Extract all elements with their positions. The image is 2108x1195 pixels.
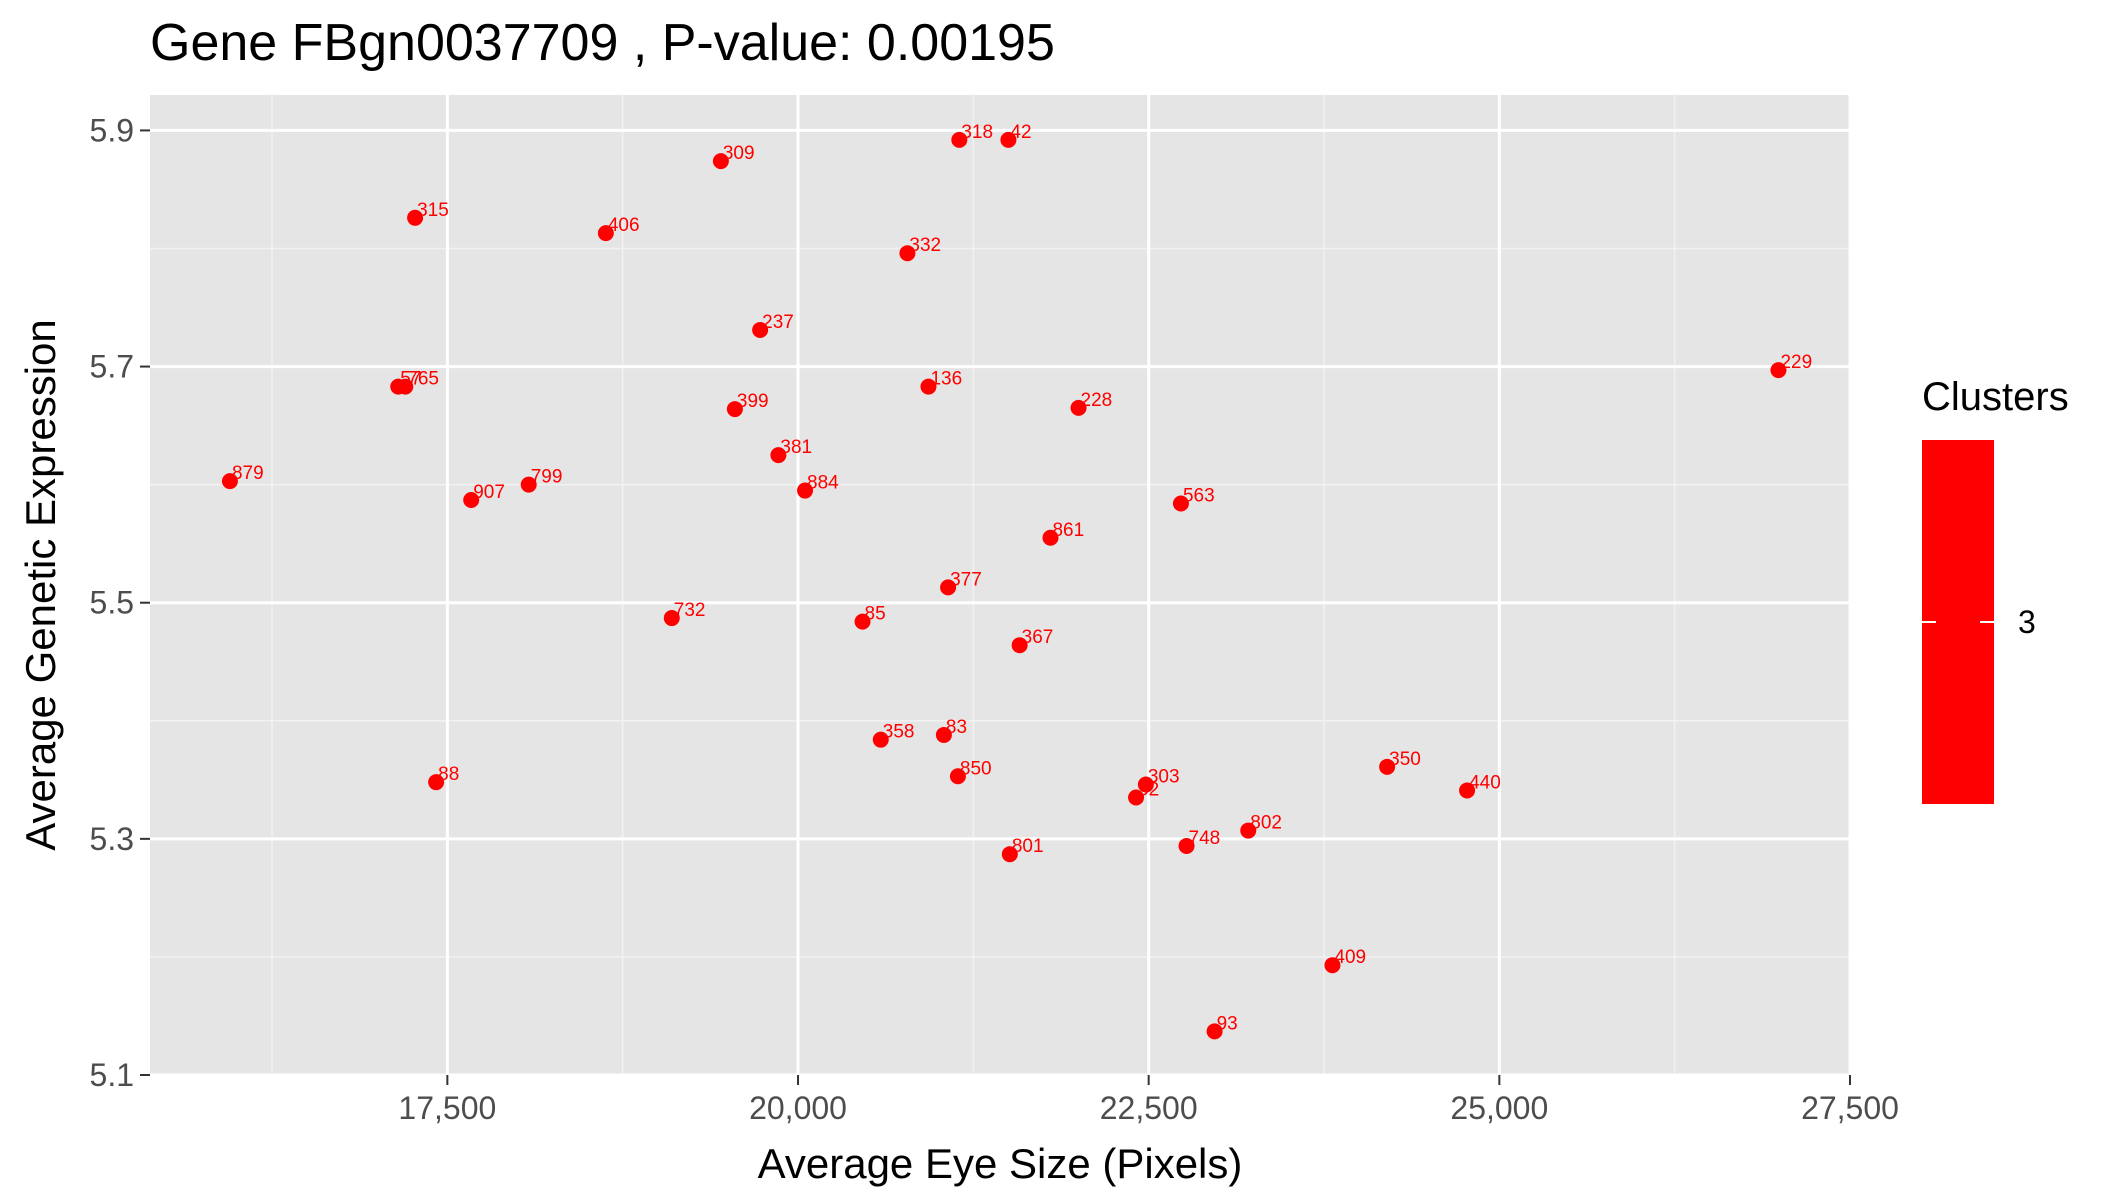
plot-panel: [150, 95, 1850, 1075]
data-point: [726, 401, 743, 418]
point-label: 367: [1022, 627, 1054, 648]
data-point: [712, 153, 729, 170]
data-point: [1001, 846, 1018, 863]
point-label: 358: [883, 722, 915, 743]
major-gridlines: [150, 95, 1852, 1077]
data-point: [1000, 131, 1017, 148]
legend-title: Clusters: [1922, 375, 2069, 419]
data-point: [520, 476, 537, 493]
y-tick-label: 5.3: [90, 821, 134, 857]
point-label: 136: [930, 369, 962, 390]
x-tick-label: 20,000: [749, 1090, 847, 1126]
point-label: 802: [1250, 813, 1282, 834]
point-label: 861: [1052, 520, 1084, 541]
data-points: [221, 131, 1787, 1040]
point-label: 440: [1469, 772, 1501, 793]
data-point: [940, 579, 957, 596]
point-label: 399: [737, 391, 769, 412]
data-point: [1178, 837, 1195, 854]
data-point: [920, 378, 937, 395]
point-label: 93: [1217, 1013, 1238, 1034]
legend-label: 3: [2018, 604, 2036, 640]
data-point: [770, 447, 787, 464]
point-label: 801: [1012, 836, 1044, 857]
data-point: [1128, 789, 1145, 806]
data-point: [597, 225, 614, 242]
point-label: 350: [1389, 749, 1421, 770]
point-label: 309: [723, 143, 755, 164]
point-label: 765: [407, 369, 439, 390]
y-tick-label: 5.5: [90, 585, 134, 621]
data-point: [428, 774, 445, 791]
point-label: 884: [807, 473, 839, 494]
x-tick-label: 17,500: [398, 1090, 496, 1126]
data-point: [663, 610, 680, 627]
data-point: [854, 613, 871, 630]
point-label: 406: [608, 215, 640, 236]
y-axis-title: Average Genetic Expression: [17, 319, 64, 851]
data-point: [949, 768, 966, 785]
data-point: [1172, 495, 1189, 512]
point-label: 879: [232, 463, 264, 484]
data-point: [1011, 637, 1028, 654]
point-label: 907: [473, 482, 505, 503]
point-label: 732: [674, 600, 706, 621]
point-label: 85: [865, 604, 886, 625]
data-point: [1459, 782, 1476, 799]
y-tick-label: 5.7: [90, 349, 134, 385]
chart-title: Gene FBgn0037709 , P-value: 0.00195: [150, 14, 1055, 72]
point-label: 52: [1138, 780, 1159, 801]
data-point: [397, 378, 414, 395]
data-point: [1240, 822, 1257, 839]
point-label: 57: [400, 369, 421, 390]
point-label: 799: [531, 467, 563, 488]
point-label: 303: [1148, 767, 1180, 788]
x-tick-label: 25,000: [1450, 1090, 1548, 1126]
legend: Clusters 3: [1922, 375, 2069, 804]
point-label: 563: [1183, 486, 1215, 507]
data-point: [1206, 1023, 1223, 1040]
data-point: [1042, 529, 1059, 546]
data-point: [1137, 776, 1154, 793]
point-label: 237: [762, 312, 794, 333]
y-tick-label: 5.9: [90, 112, 134, 148]
data-point: [797, 482, 814, 499]
data-point: [463, 491, 480, 508]
point-label: 315: [417, 200, 449, 221]
point-label: 332: [909, 235, 941, 256]
data-point: [752, 321, 769, 338]
point-label: 377: [950, 569, 982, 590]
x-axis-ticks: 17,500 20,000 22,500 25,000 27,500: [398, 1075, 1899, 1126]
data-point: [1379, 758, 1396, 775]
data-point: [872, 731, 889, 748]
x-axis-title: Average Eye Size (Pixels): [758, 1140, 1243, 1187]
y-axis-ticks: 5.1 5.3 5.5 5.7 5.9: [90, 112, 150, 1093]
point-label: 88: [438, 764, 459, 785]
data-point: [899, 245, 916, 262]
data-point: [1770, 362, 1787, 379]
point-label: 318: [961, 122, 993, 143]
data-point: [1070, 399, 1087, 416]
minor-gridlines: [150, 95, 1850, 1075]
data-point: [1324, 957, 1341, 974]
point-label: 409: [1334, 947, 1366, 968]
point-label: 748: [1189, 828, 1221, 849]
point-label: 42: [1010, 122, 1031, 143]
point-label: 229: [1780, 352, 1812, 373]
data-point: [221, 473, 238, 490]
data-point: [407, 209, 424, 226]
x-tick-label: 27,500: [1801, 1090, 1899, 1126]
point-label: 850: [960, 758, 992, 779]
point-label: 83: [946, 717, 967, 738]
x-tick-label: 22,500: [1100, 1090, 1198, 1126]
point-label: 228: [1081, 390, 1113, 411]
data-point: [935, 726, 952, 743]
data-point: [951, 131, 968, 148]
y-tick-label: 5.1: [90, 1057, 134, 1093]
point-label: 381: [780, 437, 812, 458]
